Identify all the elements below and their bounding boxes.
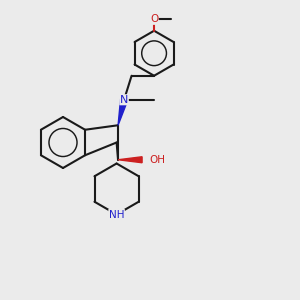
Text: O: O — [150, 14, 158, 24]
Text: OH: OH — [150, 155, 166, 165]
Polygon shape — [118, 157, 142, 163]
Text: NH: NH — [109, 209, 124, 220]
Polygon shape — [118, 99, 128, 125]
Text: N: N — [120, 95, 128, 105]
